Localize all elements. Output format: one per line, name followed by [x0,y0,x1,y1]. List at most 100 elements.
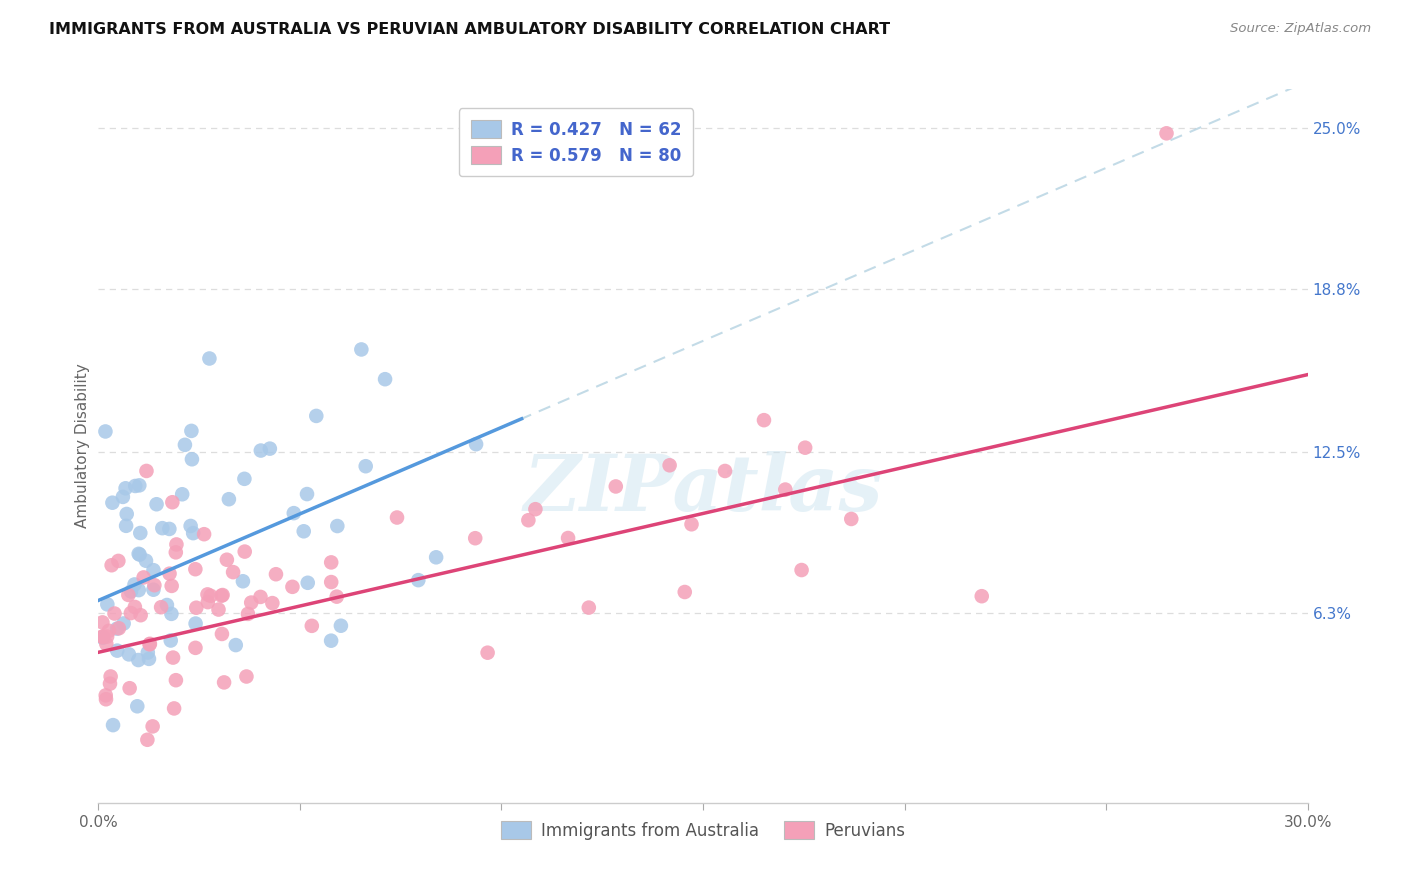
Point [197,595,219,609]
Point [321,555,343,569]
Point [100,558,122,573]
Point [160,579,183,593]
Point [101,718,124,732]
Point [325,590,347,604]
Point [1156,126,1178,140]
Point [211,589,233,603]
Point [839,512,862,526]
Point [184,616,207,631]
Point [142,719,165,733]
Point [236,607,259,621]
Point [374,372,396,386]
Point [329,618,352,632]
Point [517,513,540,527]
Point [111,490,134,504]
Point [232,574,254,589]
Point [477,646,499,660]
Point [97,624,120,638]
Point [132,570,155,584]
Point [115,518,138,533]
Point [184,640,207,655]
Point [150,600,173,615]
Point [259,442,281,456]
Point [186,600,208,615]
Point [108,621,131,635]
Point [142,563,165,577]
Point [180,519,202,533]
Point [222,565,245,579]
Point [235,669,257,683]
Point [281,580,304,594]
Point [464,531,486,545]
Point [159,566,181,581]
Point [91,615,114,630]
Point [135,464,157,478]
Point [124,577,146,591]
Point [425,550,447,565]
Point [128,547,150,561]
Point [127,699,149,714]
Point [970,589,993,603]
Point [775,483,797,497]
Point [262,596,284,610]
Point [233,472,256,486]
Point [181,452,204,467]
Point [96,598,118,612]
Point [150,521,173,535]
Point [240,596,263,610]
Point [524,502,547,516]
Point [128,583,150,598]
Point [138,652,160,666]
Point [292,524,315,539]
Point [105,643,128,657]
Point [212,675,235,690]
Point [98,676,121,690]
Point [295,487,318,501]
Point [157,522,180,536]
Point [408,573,430,587]
Point [681,517,703,532]
Point [105,622,128,636]
Point [794,441,817,455]
Text: ZIPatlas: ZIPatlas [523,450,883,527]
Point [138,637,160,651]
Point [184,562,207,576]
Point [159,633,181,648]
Point [264,567,287,582]
Point [233,544,256,558]
Point [114,481,136,495]
Point [174,438,197,452]
Point [211,588,233,602]
Point [163,701,186,715]
Point [94,692,117,706]
Point [101,496,124,510]
Point [181,526,204,541]
Point [465,437,488,451]
Point [321,633,343,648]
Point [162,495,184,509]
Point [107,554,129,568]
Point [136,732,159,747]
Point [225,638,247,652]
Point [91,631,114,645]
Point [165,545,187,559]
Point [350,343,373,357]
Point [120,606,142,620]
Point [156,598,179,612]
Point [91,630,114,644]
Point [198,351,221,366]
Point [160,607,183,621]
Point [297,575,319,590]
Point [91,630,114,644]
Point [145,497,167,511]
Point [249,590,271,604]
Point [129,608,152,623]
Point [124,479,146,493]
Text: Source: ZipAtlas.com: Source: ZipAtlas.com [1230,22,1371,36]
Point [100,669,122,683]
Point [120,584,142,599]
Point [129,526,152,541]
Point [301,619,323,633]
Point [118,681,141,696]
Point [165,673,187,688]
